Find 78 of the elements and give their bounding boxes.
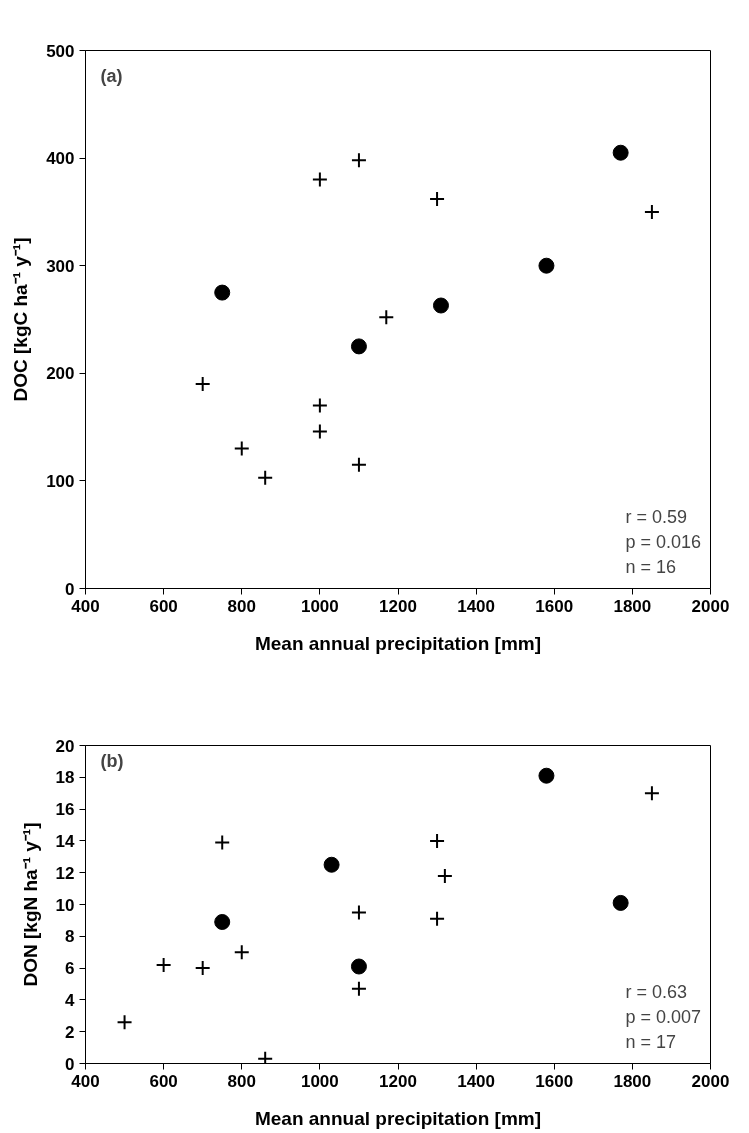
x-tick-label: 1800 [613,596,652,616]
point [429,910,446,927]
point [350,338,367,355]
point [643,203,660,220]
y-tick-label: 8 [65,927,75,947]
annotation: n = 17 [625,1031,677,1052]
x-tick-label: 1200 [379,596,417,616]
point [214,914,231,930]
y-axis-title: DOC [kgC ha⁻¹ y⁻¹] [10,237,32,402]
point [538,767,555,784]
point [612,894,629,911]
y-tick-label: 100 [46,471,75,491]
x-tick-label: 800 [227,596,256,616]
point [155,956,172,973]
x-tick-label: 2000 [691,1071,730,1091]
y-tick-label: 200 [46,364,75,384]
point [233,944,250,961]
x-tick-label: 600 [149,1071,178,1091]
y-tick-label: 400 [46,149,75,169]
x-tick-label: 1000 [300,596,339,616]
point [432,297,449,314]
y-tick-label: 0 [65,579,75,599]
point [233,440,250,457]
y-tick-label: 2 [65,1022,75,1042]
annotation: r = 0.59 [625,506,688,527]
point [350,904,367,921]
point [257,469,274,486]
x-tick-label: 1400 [457,1071,496,1091]
point [378,309,395,326]
point [350,152,367,169]
y-tick-label: 300 [46,256,75,276]
x-tick-label: 1600 [535,596,574,616]
point [612,144,629,161]
point [643,785,660,802]
point [436,867,453,884]
y-tick-label: 4 [65,990,76,1010]
x-tick-label: 1600 [535,1071,574,1091]
x-tick-label: 1200 [379,1071,417,1091]
annotation: r = 0.63 [625,981,688,1002]
x-tick-label: 1000 [300,1071,339,1091]
annotation: p = 0.016 [625,531,702,552]
y-tick-label: 14 [55,831,76,851]
point [350,456,367,473]
x-axis-title: Mean annual precipitation [mm] [254,632,542,654]
point [350,980,367,997]
x-axis-title: Mean annual precipitation [mm] [254,1107,542,1129]
y-tick-label: 10 [55,895,75,915]
point [538,257,555,274]
point [429,832,446,849]
annotation: p = 0.007 [625,1006,702,1027]
x-tick-label: 800 [227,1071,256,1091]
point [194,376,211,393]
point [311,171,328,188]
y-tick-label: 12 [55,863,75,883]
text: (a) [100,65,123,86]
point [311,397,328,414]
x-tick-label: 1800 [613,1071,652,1091]
point [214,834,231,851]
point [257,1050,274,1064]
chart-title: (b) [100,750,124,771]
point [429,190,446,207]
y-tick-label: 16 [55,800,75,820]
x-tick-label: 1400 [457,596,496,616]
point [311,423,328,440]
x-tick-label: 600 [149,596,178,616]
y-tick-label: 18 [55,768,75,788]
point [194,960,211,977]
y-tick-label: 20 [55,736,75,756]
y-axis-title: DON [kgN ha⁻¹ y⁻¹] [19,822,41,987]
y-tick-label: 0 [65,1054,75,1074]
point [323,856,340,873]
x-tick-label: 2000 [691,596,730,616]
annotation: n = 16 [625,556,677,577]
point [350,958,367,975]
point [116,1014,133,1031]
y-tick-label: 6 [65,959,75,979]
point [214,284,231,301]
y-tick-label: 500 [46,41,75,61]
